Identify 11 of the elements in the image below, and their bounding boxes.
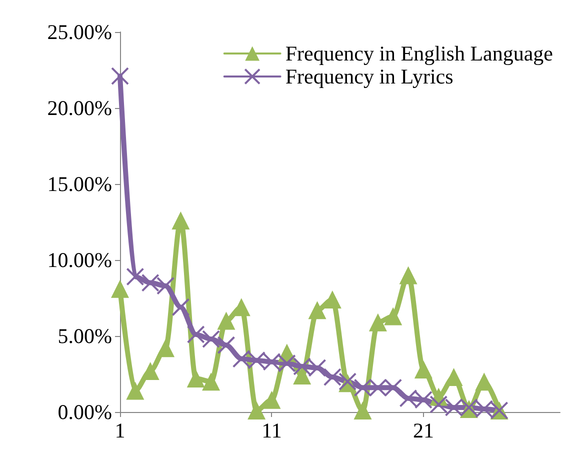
y-tick-label: 20.00%: [47, 96, 112, 120]
legend-label: Frequency in English Language: [285, 42, 554, 66]
y-tick-label: 5.00%: [58, 324, 112, 348]
x-tick-label: 11: [262, 418, 282, 442]
x-tick-label: 1: [114, 418, 126, 442]
y-tick-label: 25.00%: [47, 20, 112, 44]
x-tick-label: 21: [412, 418, 434, 442]
y-tick-label: 10.00%: [47, 248, 112, 272]
y-tick-label: 15.00%: [47, 172, 112, 196]
legend-label: Frequency in Lyrics: [285, 64, 454, 88]
y-tick-label: 0.00%: [58, 400, 112, 424]
